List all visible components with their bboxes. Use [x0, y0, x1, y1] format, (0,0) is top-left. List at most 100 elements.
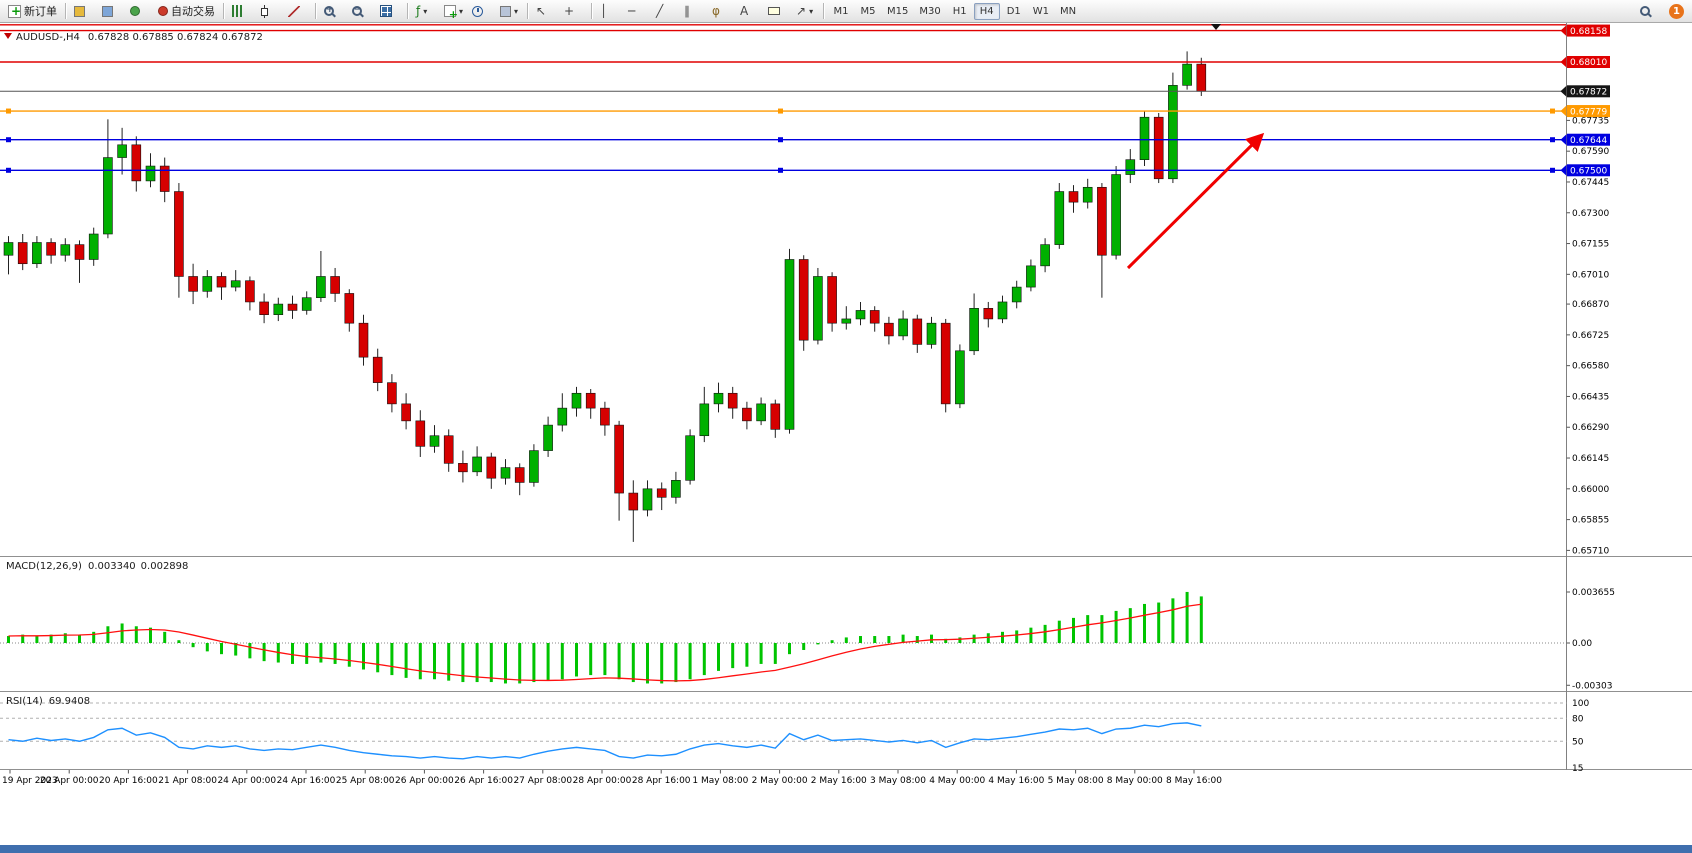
- horizontal-line-objects[interactable]: [0, 24, 1567, 173]
- label-button[interactable]: [764, 1, 791, 22]
- macd-bar: [447, 643, 451, 681]
- line-chart-button[interactable]: [284, 1, 311, 22]
- auto-trading-button-label: 自动交易: [171, 5, 215, 18]
- time-tick-label: 4 May 16:00: [988, 776, 1044, 786]
- timeframe-button-m30[interactable]: M30: [919, 5, 941, 17]
- candle: [1011, 286, 1022, 303]
- templates-button[interactable]: ▾: [496, 1, 523, 22]
- search-button[interactable]: [1636, 1, 1663, 22]
- candle: [216, 276, 227, 288]
- time-tick-label: 25 Apr 08:00: [336, 776, 395, 786]
- candle: [287, 303, 298, 311]
- hline-handle[interactable]: [1550, 137, 1555, 143]
- horizontal-line-button[interactable]: ─: [624, 1, 651, 22]
- object-anchor-marker: [1211, 24, 1221, 30]
- data-window-button[interactable]: [98, 1, 125, 22]
- clock-button[interactable]: [468, 1, 495, 22]
- candle: [32, 242, 42, 265]
- candle: [1196, 63, 1207, 92]
- timeframe-button-m15[interactable]: M15: [887, 5, 909, 17]
- hline-handle[interactable]: [1550, 108, 1555, 114]
- hline-handle[interactable]: [778, 167, 783, 173]
- macd-bar: [631, 643, 635, 683]
- candle: [145, 165, 156, 182]
- search-icon: [1640, 6, 1650, 16]
- cursor-button[interactable]: ↖: [532, 1, 559, 22]
- timeframe-button-m1[interactable]: M1: [833, 5, 849, 17]
- time-tick-label: 26 Apr 00:00: [395, 776, 454, 786]
- toolbar-separator: [527, 3, 529, 19]
- macd-bar: [1100, 615, 1104, 643]
- timeframe-button-d1[interactable]: D1: [1006, 5, 1021, 17]
- price-tick-label: 0.65855: [1572, 516, 1609, 526]
- candle: [259, 301, 269, 315]
- market-watch-button[interactable]: [70, 1, 97, 22]
- chart-canvas[interactable]: AUDUSD-,H4 0.67828 0.67885 0.67824 0.6787…: [0, 23, 1692, 853]
- hline-handle[interactable]: [1550, 167, 1555, 173]
- timeframe-button-h1[interactable]: H1: [952, 5, 967, 17]
- macd-bar: [702, 643, 706, 676]
- auto-trading-icon: [158, 6, 168, 16]
- text-button[interactable]: A: [736, 1, 763, 22]
- candle: [103, 157, 113, 235]
- new-chart-button[interactable]: ▾: [440, 1, 467, 22]
- symbol-info: AUDUSD-,H4 0.67828 0.67885 0.67824 0.6787…: [4, 32, 263, 43]
- zoom-out-button[interactable]: [348, 1, 375, 22]
- candle: [742, 407, 752, 422]
- navigator-button[interactable]: [126, 1, 153, 22]
- hline-handle[interactable]: [778, 108, 783, 114]
- candle: [543, 424, 553, 451]
- time-tick-label: 27 Apr 08:00: [513, 776, 572, 786]
- arrows-tool-button[interactable]: ↗ ▾: [792, 1, 819, 22]
- timeframe-button-w1[interactable]: W1: [1032, 5, 1049, 17]
- candle: [1125, 159, 1136, 175]
- candle: [727, 392, 738, 409]
- timeframe-button-mn[interactable]: MN: [1059, 5, 1077, 17]
- rsi-label: RSI(14) 69.9408: [6, 696, 90, 707]
- price-scale[interactable]: 0.67735 0.67590 0.67445 0.67300 0.67155 0.670…: [1560, 24, 1615, 774]
- price-tag: 0.68158: [1560, 24, 1610, 37]
- templates-icon: [500, 5, 512, 17]
- hline-handle[interactable]: [6, 167, 11, 173]
- macd-bar: [788, 643, 791, 655]
- candle: [926, 322, 937, 345]
- timeframe-button-m5[interactable]: M5: [860, 5, 876, 17]
- toolbar-separator: [591, 3, 593, 19]
- hline-handle[interactable]: [6, 108, 11, 114]
- price-tick-label: 0.66290: [1572, 423, 1609, 433]
- rsi-pane[interactable]: RSI(14) 69.9408: [0, 696, 1567, 760]
- data-window-icon: [102, 5, 113, 17]
- price-tick-label: 0.66000: [1572, 485, 1609, 495]
- macd-bar: [120, 623, 124, 643]
- time-tick-label: 20 Apr 16:00: [99, 776, 158, 786]
- macd-bar: [646, 643, 649, 684]
- vertical-line-button[interactable]: │: [596, 1, 623, 22]
- candle: [1054, 191, 1065, 245]
- auto-trading-button[interactable]: 自动交易: [154, 1, 219, 22]
- candle: [614, 424, 624, 494]
- channel-button[interactable]: ∥: [680, 1, 707, 22]
- main-chart-pane[interactable]: [3, 51, 1207, 542]
- fibonacci-button[interactable]: φ: [708, 1, 735, 22]
- trend-arrow-object[interactable]: [1126, 132, 1265, 270]
- macd-bar: [134, 626, 138, 643]
- bar-chart-button[interactable]: [228, 1, 255, 22]
- zoom-in-button[interactable]: [320, 1, 347, 22]
- candlestick-chart-button[interactable]: [256, 1, 283, 22]
- macd-bar: [1171, 598, 1175, 643]
- crosshair-button[interactable]: +: [560, 1, 587, 22]
- trendline-button[interactable]: ╱: [652, 1, 679, 22]
- candle: [230, 280, 241, 288]
- hline-handle[interactable]: [6, 137, 11, 143]
- hline-handle[interactable]: [778, 137, 783, 143]
- toolbar-separator: [315, 3, 316, 19]
- notification-badge[interactable]: 1: [1669, 3, 1684, 19]
- new-order-button[interactable]: 新订单: [4, 1, 61, 22]
- bar-chart-icon: [232, 5, 242, 17]
- indicators-button[interactable]: ƒ ▾: [412, 1, 439, 22]
- timeframe-button-h4[interactable]: H4: [973, 2, 1000, 20]
- tile-windows-button[interactable]: [376, 1, 403, 22]
- macd-pane[interactable]: MACD(12,26,9) 0.003340 0.002898: [0, 561, 1567, 684]
- time-tick-label: 24 Apr 16:00: [277, 776, 336, 786]
